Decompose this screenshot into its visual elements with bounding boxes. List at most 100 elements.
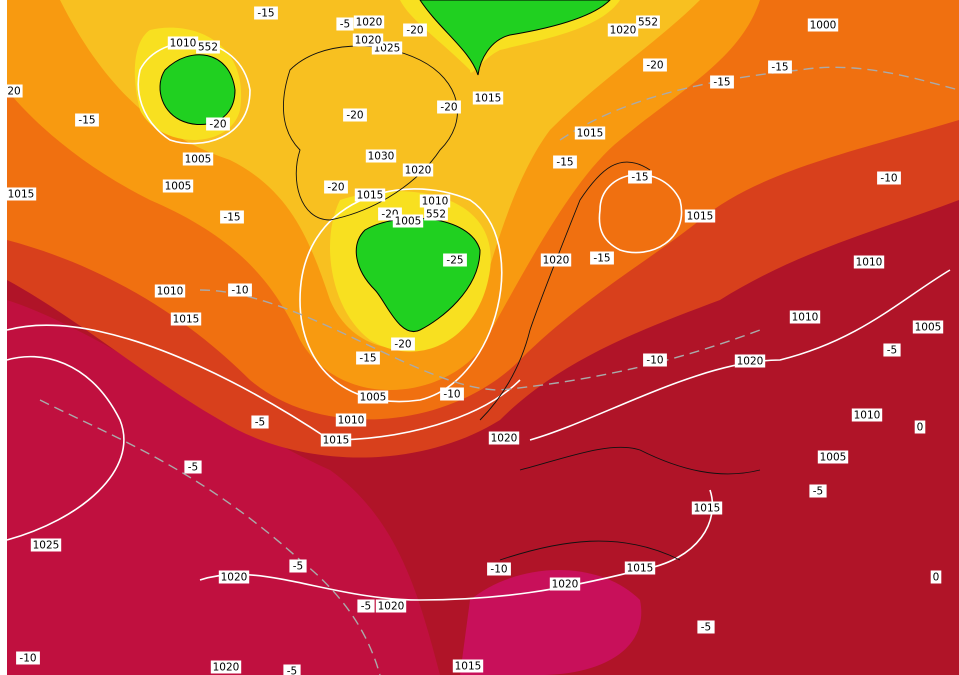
contour-label: 1005: [360, 392, 387, 404]
label-box: [549, 577, 581, 591]
coastline: [479, 161, 761, 561]
label-box: [335, 413, 367, 427]
label-box: [352, 33, 384, 47]
contour-label: 1010: [856, 257, 883, 269]
contour-label: 1020: [356, 17, 383, 29]
label-box: [452, 659, 484, 673]
label-box: [440, 387, 464, 401]
contour-label: 1005: [165, 181, 192, 193]
label-box: [912, 320, 944, 334]
cold-core: [419, 0, 611, 76]
label-box: [643, 58, 667, 72]
label-box: [472, 91, 504, 105]
label-box: [356, 351, 380, 365]
label-box: [254, 6, 278, 20]
label-box: [403, 23, 427, 37]
label-box: [30, 538, 62, 552]
contour-label: 1005: [185, 154, 212, 166]
contour-label: 1020: [737, 356, 764, 368]
label-box: [324, 180, 348, 194]
contour-label: -5: [813, 486, 823, 498]
label-box: [734, 354, 766, 368]
contour-label: 1020: [543, 255, 570, 267]
label-box: [283, 664, 301, 675]
contour-label: -10: [646, 355, 663, 367]
label-box: [206, 117, 230, 131]
contour-label: -20: [209, 119, 226, 131]
label-box: [817, 450, 849, 464]
contour-label: 1020: [405, 165, 432, 177]
contour-label: 1025: [33, 540, 60, 552]
label-box: [167, 36, 199, 50]
contour-label: -5: [887, 345, 897, 357]
contour-label: -15: [359, 353, 376, 365]
label-box: [353, 15, 385, 29]
label-box: [914, 420, 926, 434]
contour-label: -20: [406, 25, 423, 37]
label-box: [809, 484, 827, 498]
label-box: [710, 75, 734, 89]
isobar: [6, 355, 125, 541]
label-box: [697, 620, 715, 634]
label-box: [419, 194, 451, 208]
contour-label: -10: [443, 389, 460, 401]
contour-label: 1015: [323, 435, 350, 447]
contour-label: 1010: [170, 38, 197, 50]
label-box: [170, 312, 202, 326]
contour-label: -5: [287, 666, 297, 675]
contour-label: 1015: [8, 189, 35, 201]
label-box: [624, 561, 656, 575]
isotherm: [199, 289, 761, 391]
label-box: [877, 171, 901, 185]
label-box: [851, 408, 883, 422]
isobar: [598, 173, 683, 254]
contour-label: -5: [255, 417, 265, 429]
label-box: [184, 460, 202, 474]
label-box: [574, 126, 606, 140]
label-box: [540, 253, 572, 267]
contour-label: 1020: [378, 601, 405, 613]
contour-label: 1030: [368, 151, 395, 163]
contour-label: 1015: [627, 563, 654, 575]
label-box: [643, 353, 667, 367]
contour-label: -10: [490, 564, 507, 576]
contour-label: 1015: [694, 503, 721, 515]
contour-label: 1020: [213, 662, 240, 674]
label-box: [5, 187, 37, 201]
contour-label: 1000: [810, 20, 837, 32]
contour-label: -10: [231, 285, 248, 297]
label-box: [357, 390, 389, 404]
label-box: [320, 433, 352, 447]
contour-label: -25: [446, 255, 463, 267]
label-box: [691, 501, 723, 515]
cold-core: [159, 54, 236, 126]
label-box: [154, 284, 186, 298]
contour-label: -15: [631, 172, 648, 184]
label-box: [883, 343, 901, 357]
contour-label: -20: [327, 182, 344, 194]
contour-label: -5: [293, 561, 303, 573]
contour-label: 1020: [610, 25, 637, 37]
label-box: [553, 155, 577, 169]
contour-label: -15: [556, 157, 573, 169]
contour-label: 1020: [491, 433, 518, 445]
contour-label: -20: [440, 102, 457, 114]
isobar: [6, 324, 521, 441]
label-box: [182, 152, 214, 166]
label-box: [354, 188, 386, 202]
label-box: [162, 179, 194, 193]
contour-label: -5: [701, 622, 711, 634]
contour-label: 1015: [577, 128, 604, 140]
contour-label: 1020: [221, 572, 248, 584]
contour-label: 552: [426, 209, 446, 221]
contour-label: 1005: [915, 322, 942, 334]
label-box: [218, 570, 250, 584]
label-box: [443, 253, 467, 267]
field-magenta: [7, 300, 440, 675]
contour-label: 0: [917, 422, 924, 434]
contour-label: -15: [257, 8, 274, 20]
label-box: [807, 18, 839, 32]
contour-label: 1020: [552, 579, 579, 591]
label-box: [636, 15, 660, 29]
